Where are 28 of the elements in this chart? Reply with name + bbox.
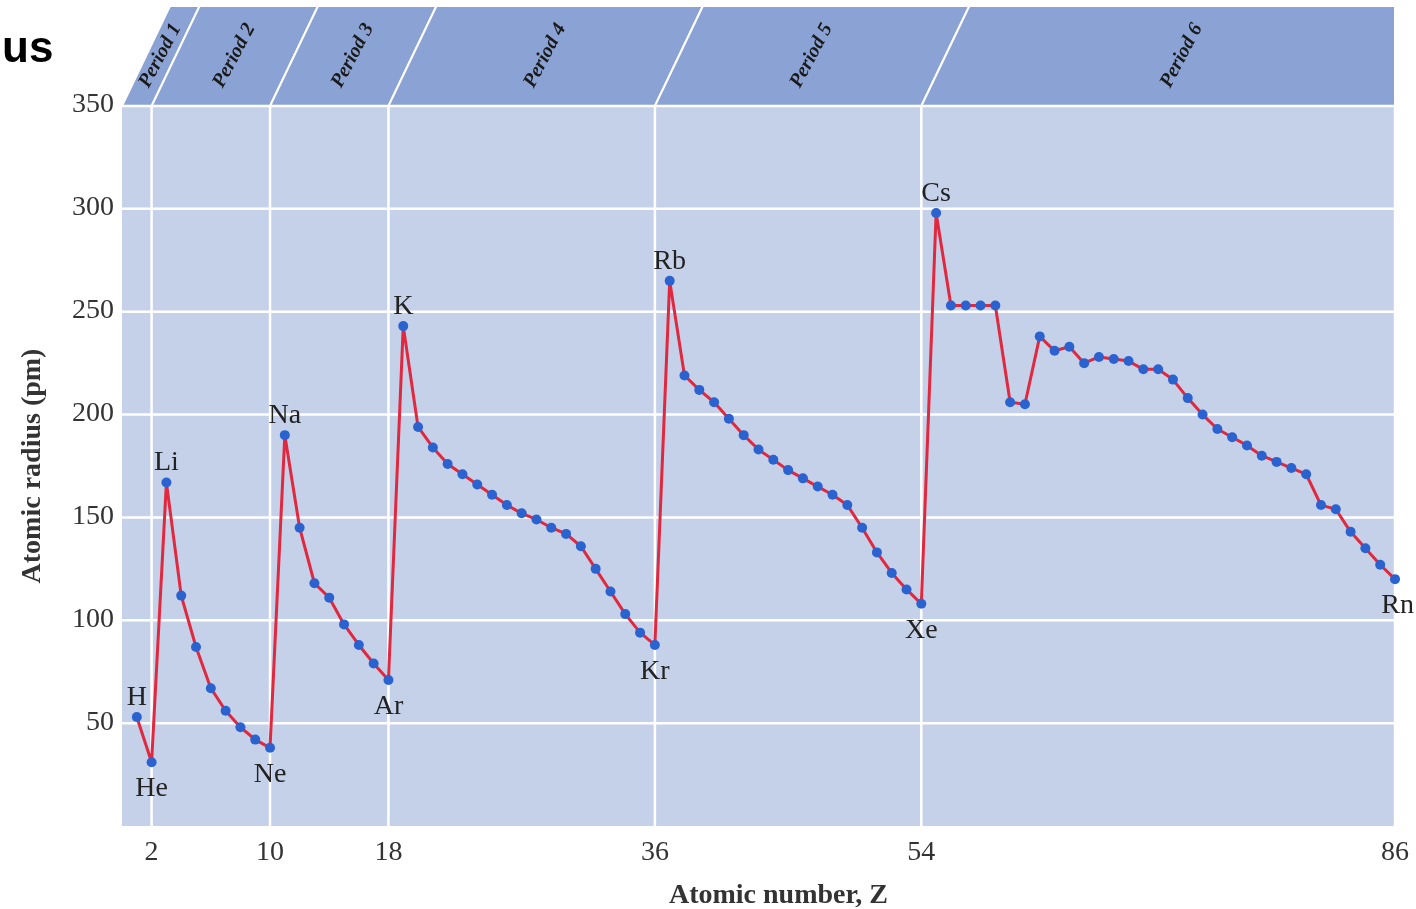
annotation: Kr	[640, 653, 671, 685]
y-tick-label: 150	[72, 498, 114, 530]
x-tick-label: 54	[907, 835, 936, 866]
annotation: Xe	[905, 612, 938, 644]
annotation: Rn	[1381, 588, 1414, 620]
annotation: Cs	[921, 175, 951, 207]
x-tick-label: 86	[1381, 835, 1409, 866]
x-axis-title: Atomic number, Z	[668, 878, 889, 909]
annotation: H	[126, 679, 147, 711]
x-tick-label: 2	[144, 835, 159, 866]
y-tick-label: 100	[72, 601, 114, 633]
y-axis-title: Atomic radius (pm)	[15, 348, 46, 584]
annotation: Na	[268, 398, 302, 430]
y-tick-label: 50	[86, 704, 114, 736]
y-tick-label: 200	[72, 395, 114, 427]
y-tick-label: 350	[72, 87, 114, 119]
annotation: Li	[153, 445, 180, 477]
y-tick-label: 250	[72, 293, 114, 325]
annotation: K	[393, 289, 414, 321]
chart-title: us	[2, 22, 54, 71]
x-tick-label: 36	[640, 835, 669, 866]
annotation: Ar	[373, 688, 404, 720]
x-tick-label: 18	[374, 835, 403, 866]
annotation: Rb	[653, 243, 687, 275]
annotation: He	[135, 771, 168, 803]
y-tick-label: 300	[72, 190, 114, 222]
annotation: Ne	[253, 756, 287, 788]
x-tick-label: 10	[256, 835, 285, 866]
